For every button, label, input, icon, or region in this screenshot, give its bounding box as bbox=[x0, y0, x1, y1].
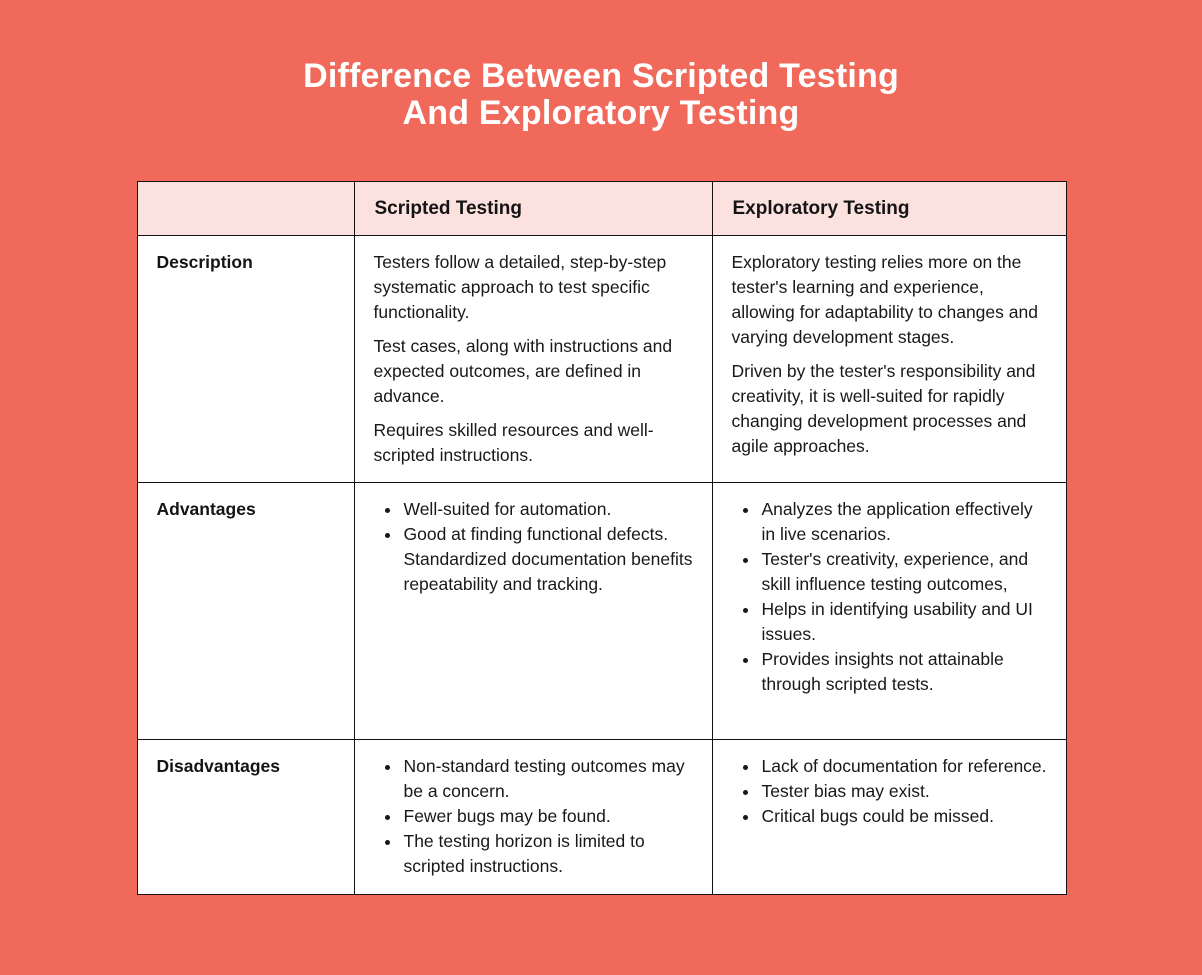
page-title-line-1: Difference Between Scripted Testing bbox=[303, 57, 899, 95]
row-label-disadvantages: Disadvantages bbox=[136, 739, 355, 896]
disadvantages-exploratory-bullets: Lack of documentation for reference.Test… bbox=[732, 754, 1050, 829]
paragraph: Driven by the tester's responsibility an… bbox=[731, 361, 1036, 457]
bullet-item: Good at finding functional defects. Stan… bbox=[402, 522, 696, 597]
cell-description-exploratory: Exploratory testing relies more on the t… bbox=[711, 235, 1067, 484]
bullet-item: The testing horizon is limited to script… bbox=[402, 829, 696, 879]
cell-advantages-scripted: Well-suited for automation.Good at findi… bbox=[353, 482, 713, 741]
comparison-table-container: Scripted Testing Exploratory Testing Des… bbox=[136, 181, 1067, 896]
header-cell-exploratory-testing: Exploratory Testing bbox=[711, 181, 1067, 237]
disadvantages-scripted-bullets: Non-standard testing outcomes may be a c… bbox=[374, 754, 696, 879]
advantages-scripted-bullets: Well-suited for automation.Good at findi… bbox=[374, 497, 696, 597]
bullet-item: Non-standard testing outcomes may be a c… bbox=[402, 754, 696, 804]
header-row: Scripted Testing Exploratory Testing bbox=[136, 181, 1067, 237]
header-cell-empty bbox=[136, 181, 355, 237]
bullet-item: Helps in identifying usability and UI is… bbox=[760, 597, 1050, 647]
cell-description-scripted: Testers follow a detailed, step-by-step … bbox=[353, 235, 713, 484]
bullet-item: Critical bugs could be missed. bbox=[760, 804, 1050, 829]
row-label-advantages: Advantages bbox=[136, 482, 355, 741]
paragraph: Requires skilled resources and well-scri… bbox=[373, 420, 654, 466]
header-cell-scripted-testing: Scripted Testing bbox=[353, 181, 713, 237]
cell-disadvantages-scripted: Non-standard testing outcomes may be a c… bbox=[353, 739, 713, 896]
paragraph: Testers follow a detailed, step-by-step … bbox=[373, 252, 667, 323]
table-row-advantages: Advantages Well-suited for automation.Go… bbox=[136, 482, 1067, 741]
table-row-description: Description Testers follow a detailed, s… bbox=[136, 235, 1067, 484]
page-title: Difference Between Scripted Testing And … bbox=[0, 0, 1202, 131]
table-row-disadvantages: Disadvantages Non-standard testing outco… bbox=[136, 739, 1067, 896]
paragraph: Test cases, along with instructions and … bbox=[373, 336, 673, 407]
table-body: Description Testers follow a detailed, s… bbox=[136, 235, 1067, 896]
cell-advantages-exploratory: Analyzes the application effectively in … bbox=[711, 482, 1067, 741]
row-label-description: Description bbox=[136, 235, 355, 484]
page-title-line-2: And Exploratory Testing bbox=[402, 93, 800, 132]
bullet-item: Tester bias may exist. bbox=[760, 779, 1050, 804]
bullet-item: Analyzes the application effectively in … bbox=[760, 497, 1050, 547]
description-scripted-paragraphs: Testers follow a detailed, step-by-step … bbox=[374, 250, 696, 468]
paragraph: Exploratory testing relies more on the t… bbox=[731, 252, 1038, 348]
comparison-table: Scripted Testing Exploratory Testing Des… bbox=[136, 181, 1067, 896]
bullet-item: Fewer bugs may be found. bbox=[402, 804, 696, 829]
table-header: Scripted Testing Exploratory Testing bbox=[136, 181, 1067, 237]
bullet-item: Well-suited for automation. bbox=[402, 497, 696, 522]
advantages-exploratory-bullets: Analyzes the application effectively in … bbox=[732, 497, 1050, 697]
description-exploratory-paragraphs: Exploratory testing relies more on the t… bbox=[732, 250, 1050, 459]
bullet-item: Provides insights not attainable through… bbox=[760, 647, 1050, 697]
cell-disadvantages-exploratory: Lack of documentation for reference.Test… bbox=[711, 739, 1067, 896]
bullet-item: Tester's creativity, experience, and ski… bbox=[760, 547, 1050, 597]
bullet-item: Lack of documentation for reference. bbox=[760, 754, 1050, 779]
